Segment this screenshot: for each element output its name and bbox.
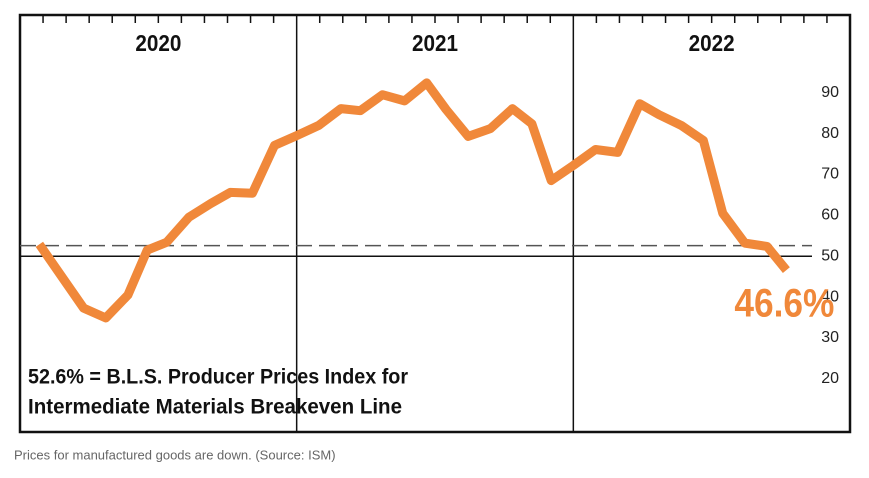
note-line: 52.6% = B.L.S. Producer Prices Index for (28, 366, 408, 389)
value-label: 46.6% (734, 282, 834, 326)
caption: Prices for manufactured goods are down. … (14, 447, 336, 462)
y-tick-label: 90 (821, 84, 839, 101)
note-line: Intermediate Materials Breakeven Line (28, 396, 402, 419)
y-tick-label: 50 (821, 247, 839, 264)
y-tick-label: 30 (821, 329, 839, 346)
y-tick-label: 60 (821, 207, 839, 224)
year-label: 2021 (412, 30, 458, 56)
data-line (35, 78, 790, 323)
y-tick-label: 40 (821, 288, 839, 305)
year-label: 2022 (689, 30, 735, 56)
y-tick-label: 20 (821, 370, 839, 387)
year-label: 2020 (135, 30, 181, 56)
y-tick-label: 70 (821, 166, 839, 183)
y-tick-label: 80 (821, 125, 839, 142)
